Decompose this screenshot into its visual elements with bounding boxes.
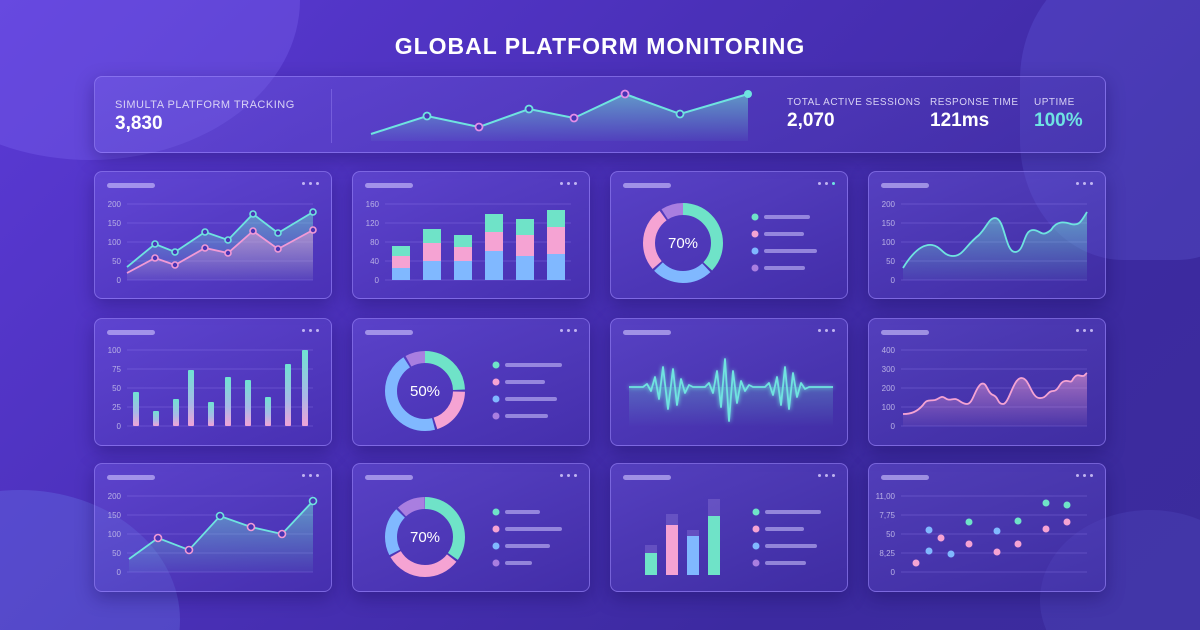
card-title-placeholder xyxy=(107,183,155,188)
summary-sparkline xyxy=(370,89,752,141)
more-options-icon[interactable] xyxy=(1076,182,1093,185)
svg-text:150: 150 xyxy=(108,219,122,228)
card-waveform[interactable] xyxy=(610,318,848,446)
svg-text:100: 100 xyxy=(108,346,122,355)
more-options-icon[interactable] xyxy=(302,182,319,185)
card-area-teal[interactable]: 200 150 100 50 0 xyxy=(868,171,1106,299)
card-title-placeholder xyxy=(365,330,413,335)
svg-text:0: 0 xyxy=(891,276,896,285)
page-title: GLOBAL PLATFORM MONITORING xyxy=(394,33,806,59)
svg-text:0: 0 xyxy=(117,276,122,285)
card-bar-gradient[interactable]: 100 75 50 25 0 xyxy=(94,318,332,446)
svg-text:50: 50 xyxy=(886,257,895,266)
summary-panel: SIMULTA PLATFORM TRACKING 3,830 TOTAL AC… xyxy=(94,76,1106,153)
card-area-pink[interactable]: 400 300 200 100 0 xyxy=(868,318,1106,446)
svg-text:25: 25 xyxy=(112,403,121,412)
svg-text:100: 100 xyxy=(108,238,122,247)
card-line-dual[interactable]: 200 150 100 50 0 xyxy=(94,171,332,299)
more-options-icon[interactable] xyxy=(1076,474,1093,477)
more-options-icon[interactable] xyxy=(818,329,835,332)
svg-text:150: 150 xyxy=(108,511,122,520)
donut-chart: 70% xyxy=(643,203,817,283)
svg-text:50: 50 xyxy=(886,530,895,539)
bar-gradient-chart: 100 75 50 25 0 xyxy=(108,346,313,431)
card-title-placeholder xyxy=(107,475,155,480)
svg-text:70%: 70% xyxy=(410,529,440,546)
svg-text:200: 200 xyxy=(882,384,896,393)
card-title-placeholder xyxy=(881,183,929,188)
divider xyxy=(331,89,332,143)
area-pink-chart: 400 300 200 100 0 xyxy=(882,346,1088,431)
svg-text:80: 80 xyxy=(370,238,379,247)
svg-text:200: 200 xyxy=(882,200,896,209)
sessions-label: TOTAL ACTIVE SESSIONS xyxy=(787,97,921,108)
line-single-chart: 200 150 100 50 0 xyxy=(108,492,318,577)
uptime-value: 100% xyxy=(1034,110,1083,131)
card-donut-a[interactable]: 70% xyxy=(610,171,848,299)
card-title-placeholder xyxy=(623,330,671,335)
card-title-placeholder xyxy=(881,475,929,480)
svg-text:160: 160 xyxy=(366,200,380,209)
card-scatter[interactable]: 11,00 7,75 50 8,25 0 xyxy=(868,463,1106,592)
area-teal-chart: 200 150 100 50 0 xyxy=(882,200,1088,285)
waveform-chart xyxy=(629,358,833,427)
donut-chart: 50% xyxy=(385,351,562,431)
svg-text:100: 100 xyxy=(882,238,896,247)
more-options-icon[interactable] xyxy=(818,182,835,185)
svg-text:150: 150 xyxy=(882,219,896,228)
svg-text:120: 120 xyxy=(366,219,380,228)
more-options-icon[interactable] xyxy=(560,329,577,332)
svg-text:300: 300 xyxy=(882,365,896,374)
more-options-icon[interactable] xyxy=(1076,329,1093,332)
svg-text:100: 100 xyxy=(882,403,896,412)
svg-text:50: 50 xyxy=(112,257,121,266)
card-title-placeholder xyxy=(623,183,671,188)
card-stacked-bar[interactable]: 160 120 80 40 0 xyxy=(352,171,590,299)
svg-text:0: 0 xyxy=(117,568,122,577)
svg-text:50: 50 xyxy=(112,549,121,558)
svg-text:70%: 70% xyxy=(668,235,698,252)
svg-text:0: 0 xyxy=(375,276,380,285)
svg-text:50%: 50% xyxy=(410,383,440,400)
svg-text:100: 100 xyxy=(108,530,122,539)
card-title-placeholder xyxy=(365,183,413,188)
svg-text:200: 200 xyxy=(108,200,122,209)
more-options-icon[interactable] xyxy=(560,182,577,185)
response-label: RESPONSE TIME xyxy=(930,97,1019,108)
svg-text:8,25: 8,25 xyxy=(879,549,895,558)
card-title-placeholder xyxy=(365,475,413,480)
card-bar-legend[interactable] xyxy=(610,463,848,592)
line-dual-chart: 200 150 100 50 0 xyxy=(108,200,317,285)
donut-chart: 70% xyxy=(385,497,562,577)
sessions-value: 2,070 xyxy=(787,110,835,131)
svg-text:200: 200 xyxy=(108,492,122,501)
tracking-label: SIMULTA PLATFORM TRACKING xyxy=(115,99,295,111)
svg-text:0: 0 xyxy=(117,422,122,431)
scatter-chart: 11,00 7,75 50 8,25 0 xyxy=(876,492,1087,577)
card-donut-b[interactable]: 50% xyxy=(352,318,590,446)
svg-text:0: 0 xyxy=(891,568,896,577)
svg-text:0: 0 xyxy=(891,422,896,431)
card-title-placeholder xyxy=(881,330,929,335)
svg-text:75: 75 xyxy=(112,365,121,374)
card-donut-c[interactable]: 70% xyxy=(352,463,590,592)
svg-text:7,75: 7,75 xyxy=(879,511,895,520)
svg-text:11,00: 11,00 xyxy=(876,492,896,501)
svg-text:50: 50 xyxy=(112,384,121,393)
bar-legend-chart xyxy=(645,499,821,575)
card-title-placeholder xyxy=(107,330,155,335)
more-options-icon[interactable] xyxy=(560,474,577,477)
svg-text:400: 400 xyxy=(882,346,896,355)
more-options-icon[interactable] xyxy=(818,474,835,477)
response-value: 121ms xyxy=(930,110,990,131)
svg-text:40: 40 xyxy=(370,257,379,266)
card-title-placeholder xyxy=(623,475,671,480)
more-options-icon[interactable] xyxy=(302,329,319,332)
stacked-bar-chart: 160 120 80 40 0 xyxy=(366,200,571,285)
more-options-icon[interactable] xyxy=(302,474,319,477)
tracking-value: 3,830 xyxy=(115,113,163,134)
uptime-label: UPTIME xyxy=(1034,97,1075,108)
card-line-single[interactable]: 200 150 100 50 0 xyxy=(94,463,332,592)
